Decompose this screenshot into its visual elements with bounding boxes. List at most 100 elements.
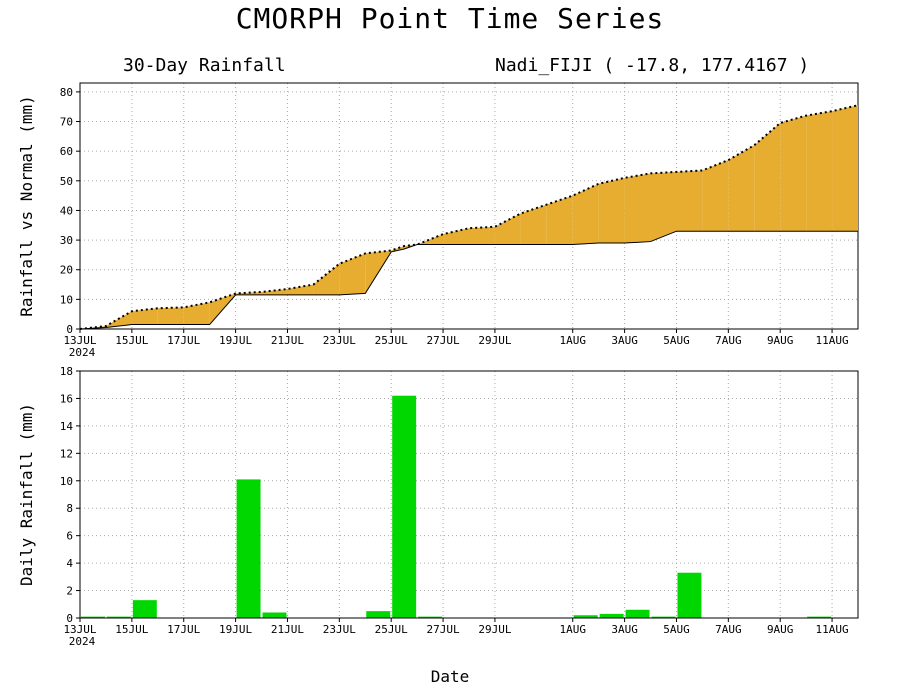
x-tick-label: 15JUL bbox=[115, 623, 148, 636]
x-tick-label: 29JUL bbox=[478, 334, 511, 347]
surplus-area bbox=[313, 263, 340, 295]
x-tick-label: 27JUL bbox=[427, 623, 460, 636]
daily-rainfall-bar bbox=[132, 600, 157, 618]
x-tick-label: 19JUL bbox=[219, 334, 252, 347]
x-tick-label: 17JUL bbox=[167, 623, 200, 636]
surplus-area bbox=[598, 177, 625, 244]
y-axis-label: Rainfall vs Normal (mm) bbox=[17, 95, 36, 317]
y-tick-label: 30 bbox=[60, 234, 73, 247]
y-tick-label: 10 bbox=[60, 475, 73, 488]
y-tick-label: 12 bbox=[60, 447, 73, 460]
x-tick-label: 19JUL bbox=[219, 623, 252, 636]
x-tick-label: 9AUG bbox=[767, 623, 794, 636]
surplus-area bbox=[494, 213, 521, 245]
daily-rainfall-bar bbox=[573, 615, 598, 618]
surplus-area bbox=[546, 195, 573, 245]
surplus-area bbox=[754, 123, 781, 232]
x-tick-label: 1AUG bbox=[559, 334, 586, 347]
daily-rainfall-bar bbox=[651, 616, 676, 618]
x-tick-label: 5AUG bbox=[663, 334, 690, 347]
actual-rainfall-line bbox=[79, 104, 859, 330]
surplus-area bbox=[832, 105, 858, 232]
surplus-area bbox=[728, 145, 755, 232]
daily-rainfall-bar bbox=[81, 616, 105, 618]
y-tick-label: 0 bbox=[66, 612, 73, 625]
y-tick-label: 16 bbox=[60, 392, 73, 405]
y-tick-label: 60 bbox=[60, 145, 73, 158]
surplus-area bbox=[417, 234, 444, 245]
daily-rainfall-bar bbox=[236, 479, 261, 618]
surplus-area bbox=[520, 204, 547, 245]
surplus-area bbox=[131, 308, 158, 325]
surplus-area bbox=[572, 183, 599, 245]
y-tick-label: 18 bbox=[60, 365, 73, 378]
daily-rainfall-bar bbox=[418, 616, 443, 618]
chart-subtitle: 30-Day Rainfall bbox=[123, 55, 286, 76]
surplus-area bbox=[391, 246, 405, 252]
surplus-area bbox=[702, 160, 729, 232]
surplus-area bbox=[469, 226, 495, 245]
surplus-area bbox=[443, 228, 469, 245]
x-tick-label: 15JUL bbox=[115, 334, 148, 347]
surplus-area bbox=[261, 288, 288, 295]
daily-rainfall-bar bbox=[366, 611, 391, 618]
x-tick-label: 23JUL bbox=[323, 334, 356, 347]
chart-title: CMORPH Point Time Series bbox=[235, 2, 665, 35]
x-tick-label: 11AUG bbox=[816, 334, 849, 347]
y-tick-label: 20 bbox=[60, 264, 73, 277]
y-tick-label: 50 bbox=[60, 175, 73, 188]
y-tick-label: 2 bbox=[66, 585, 73, 598]
year-label: 2024 bbox=[69, 346, 96, 359]
y-tick-label: 0 bbox=[66, 323, 73, 336]
y-tick-label: 8 bbox=[66, 502, 73, 515]
x-tick-label: 27JUL bbox=[427, 334, 460, 347]
year-label: 2024 bbox=[69, 635, 96, 648]
x-tick-label: 9AUG bbox=[767, 334, 794, 347]
daily-rainfall-bar bbox=[599, 613, 624, 618]
daily-rainfall-bar bbox=[392, 395, 417, 618]
x-tick-label: 7AUG bbox=[715, 334, 742, 347]
y-tick-label: 80 bbox=[60, 86, 73, 99]
surplus-area bbox=[287, 284, 314, 295]
x-tick-label: 21JUL bbox=[271, 623, 304, 636]
daily-rainfall-bar bbox=[106, 616, 131, 618]
surplus-area bbox=[676, 170, 703, 232]
x-tick-label: 25JUL bbox=[375, 623, 408, 636]
surplus-area bbox=[650, 171, 677, 242]
x-tick-label: 21JUL bbox=[271, 334, 304, 347]
y-tick-label: 14 bbox=[60, 420, 74, 433]
y-axis-label: Daily Rainfall (mm) bbox=[17, 403, 36, 586]
surplus-area bbox=[624, 173, 651, 244]
x-tick-label: 3AUG bbox=[611, 334, 638, 347]
surplus-area bbox=[157, 307, 184, 325]
daily-panel-border bbox=[79, 370, 859, 619]
x-tick-label: 13JUL bbox=[63, 623, 96, 636]
location-label: Nadi_FIJI ( -17.8, 177.4167 ) bbox=[495, 55, 810, 76]
normal-rainfall-line bbox=[79, 230, 858, 330]
daily-rainfall-bar bbox=[262, 612, 287, 618]
daily-rainfall-bar bbox=[677, 572, 702, 618]
y-tick-label: 4 bbox=[66, 557, 73, 570]
x-tick-label: 23JUL bbox=[323, 623, 356, 636]
y-tick-label: 70 bbox=[60, 116, 73, 129]
surplus-area bbox=[780, 115, 807, 232]
cumulative-panel-grid bbox=[79, 83, 858, 330]
x-tick-label: 25JUL bbox=[375, 334, 408, 347]
x-tick-label: 7AUG bbox=[715, 623, 742, 636]
x-tick-label: 13JUL bbox=[63, 334, 96, 347]
daily-panel-frame bbox=[79, 370, 859, 619]
daily-rainfall-bar bbox=[625, 609, 650, 618]
x-tick-label: 17JUL bbox=[167, 334, 200, 347]
x-axis-label: Date bbox=[431, 667, 470, 686]
x-tick-label: 1AUG bbox=[559, 623, 586, 636]
surplus-area bbox=[806, 111, 833, 232]
surplus-area bbox=[339, 253, 366, 295]
daily-panel-grid bbox=[79, 370, 858, 619]
x-tick-label: 5AUG bbox=[663, 623, 690, 636]
y-tick-label: 40 bbox=[60, 204, 73, 217]
y-tick-label: 6 bbox=[66, 530, 73, 543]
surplus-area bbox=[183, 302, 210, 325]
daily-rainfall-bar bbox=[807, 616, 832, 618]
x-tick-label: 3AUG bbox=[611, 623, 638, 636]
